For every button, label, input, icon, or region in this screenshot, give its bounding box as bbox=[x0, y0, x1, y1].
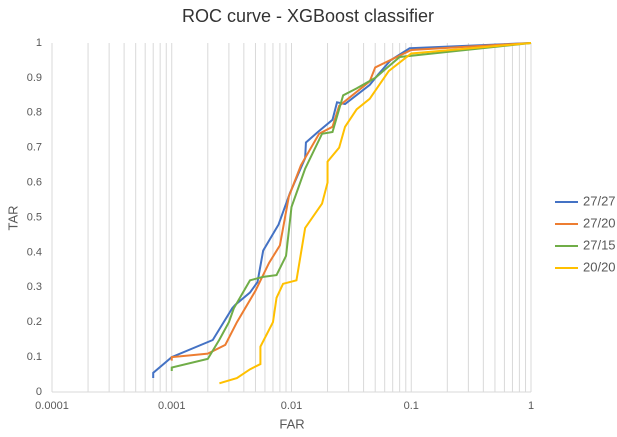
y-tick-label: 1 bbox=[36, 37, 42, 49]
y-tick-label: 0.2 bbox=[27, 316, 42, 328]
y-tick-label: 0 bbox=[36, 386, 42, 398]
series-line bbox=[219, 42, 532, 385]
legend-label: 20/20 bbox=[583, 259, 616, 274]
x-tick-label: 1 bbox=[528, 400, 534, 412]
x-tick-label: 0.01 bbox=[281, 400, 302, 412]
y-tick-label: 0.6 bbox=[27, 177, 42, 189]
series-line bbox=[170, 42, 532, 361]
y-tick-label: 0.5 bbox=[27, 211, 42, 223]
y-tick-label: 0.4 bbox=[27, 246, 42, 258]
legend-label: 27/27 bbox=[583, 193, 616, 208]
x-tick-label: 0.0001 bbox=[35, 400, 69, 412]
y-tick-label: 0.9 bbox=[27, 72, 42, 84]
y-tick-label: 0.7 bbox=[27, 142, 42, 154]
series-line bbox=[170, 42, 532, 372]
y-axis-label: TAR bbox=[5, 205, 20, 230]
legend-label: 27/20 bbox=[583, 215, 616, 230]
y-tick-label: 0.3 bbox=[27, 281, 42, 293]
x-axis-label: FAR bbox=[279, 416, 304, 431]
legend-label: 27/15 bbox=[583, 237, 616, 252]
y-tick-label: 0.8 bbox=[27, 107, 42, 119]
chart-title: ROC curve - XGBoost classifier bbox=[182, 6, 434, 26]
series-line bbox=[152, 42, 532, 379]
x-tick-label: 0.001 bbox=[158, 400, 186, 412]
x-tick-label: 0.1 bbox=[404, 400, 419, 412]
y-tick-label: 0.1 bbox=[27, 351, 42, 363]
